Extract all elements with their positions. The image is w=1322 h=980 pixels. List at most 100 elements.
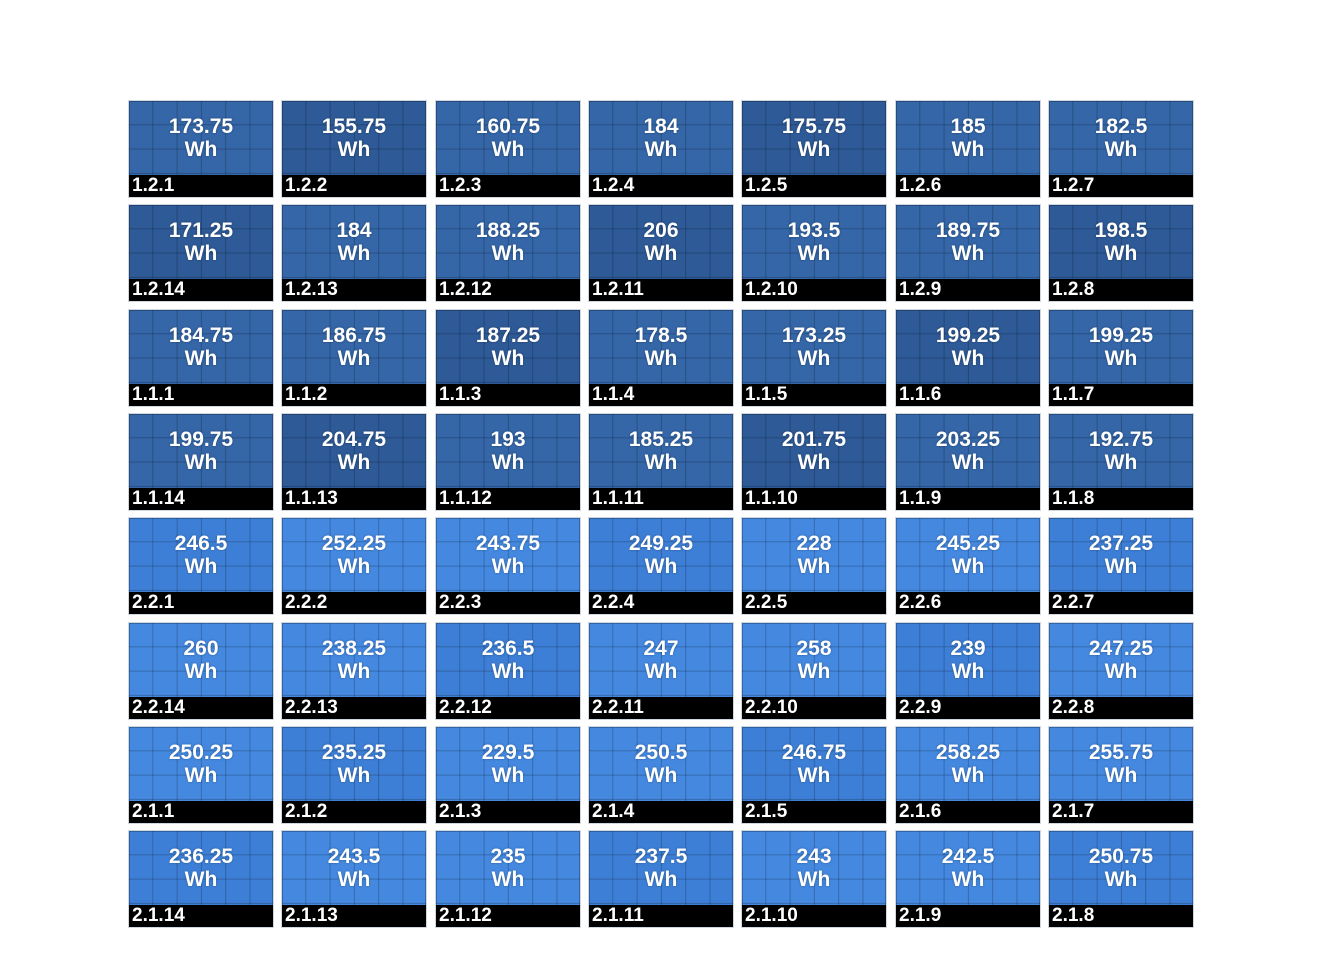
solar-panel-1-2-12[interactable]: 188.25 Wh 1.2.12 (435, 204, 581, 302)
energy-number: 255.75 (1088, 741, 1154, 764)
solar-panel-2-2-2[interactable]: 252.25 Wh 2.2.2 (281, 517, 427, 615)
energy-number: 155.75 (321, 115, 387, 138)
energy-unit: Wh (644, 660, 678, 683)
solar-panel-1-2-5[interactable]: 175.75 Wh 1.2.5 (741, 100, 887, 198)
solar-panel-2-1-1[interactable]: 250.25 Wh 2.1.1 (128, 726, 274, 824)
panel-id-label: 2.1.7 (1049, 801, 1193, 823)
energy-unit: Wh (1104, 138, 1138, 161)
solar-panel-2-2-12[interactable]: 236.5 Wh 2.2.12 (435, 622, 581, 720)
solar-panel-1-2-13[interactable]: 184 Wh 1.2.13 (281, 204, 427, 302)
solar-panel-1-1-7[interactable]: 199.25 Wh 1.1.7 (1048, 309, 1194, 407)
solar-panel-1-2-6[interactable]: 185 Wh 1.2.6 (895, 100, 1041, 198)
solar-panel-1-1-10[interactable]: 201.75 Wh 1.1.10 (741, 413, 887, 511)
energy-value: 203.25 Wh (896, 428, 1040, 474)
solar-panel-2-2-6[interactable]: 245.25 Wh 2.2.6 (895, 517, 1041, 615)
panel-cells: 252.25 Wh (282, 518, 426, 594)
solar-panel-2-2-1[interactable]: 246.5 Wh 2.2.1 (128, 517, 274, 615)
energy-unit: Wh (184, 868, 218, 891)
solar-panel-2-2-4[interactable]: 249.25 Wh 2.2.4 (588, 517, 734, 615)
panel-id-label: 1.2.9 (896, 279, 1040, 301)
solar-panel-2-1-9[interactable]: 242.5 Wh 2.1.9 (895, 830, 1041, 928)
solar-panel-1-2-3[interactable]: 160.75 Wh 1.2.3 (435, 100, 581, 198)
solar-panel-2-2-3[interactable]: 243.75 Wh 2.2.3 (435, 517, 581, 615)
solar-panel-2-2-9[interactable]: 239 Wh 2.2.9 (895, 622, 1041, 720)
solar-panel-2-2-13[interactable]: 238.25 Wh 2.2.13 (281, 622, 427, 720)
solar-panel-2-1-3[interactable]: 229.5 Wh 2.1.3 (435, 726, 581, 824)
solar-panel-2-2-14[interactable]: 260 Wh 2.2.14 (128, 622, 274, 720)
solar-panel-2-1-7[interactable]: 255.75 Wh 2.1.7 (1048, 726, 1194, 824)
panel-id-label: 1.2.2 (282, 175, 426, 197)
energy-number: 171.25 (168, 219, 234, 242)
solar-panel-2-1-5[interactable]: 246.75 Wh 2.1.5 (741, 726, 887, 824)
panel-id-label: 2.2.1 (129, 592, 273, 614)
solar-panel-1-2-10[interactable]: 193.5 Wh 1.2.10 (741, 204, 887, 302)
energy-value: 171.25 Wh (129, 219, 273, 265)
solar-panel-1-1-12[interactable]: 193 Wh 1.1.12 (435, 413, 581, 511)
solar-panel-2-2-8[interactable]: 247.25 Wh 2.2.8 (1048, 622, 1194, 720)
energy-number: 242.5 (941, 845, 995, 868)
solar-panel-1-1-2[interactable]: 186.75 Wh 1.1.2 (281, 309, 427, 407)
solar-panel-2-1-11[interactable]: 237.5 Wh 2.1.11 (588, 830, 734, 928)
solar-panel-1-1-11[interactable]: 185.25 Wh 1.1.11 (588, 413, 734, 511)
solar-panel-1-1-4[interactable]: 178.5 Wh 1.1.4 (588, 309, 734, 407)
solar-panel-1-1-13[interactable]: 204.75 Wh 1.1.13 (281, 413, 427, 511)
solar-panel-1-2-9[interactable]: 189.75 Wh 1.2.9 (895, 204, 1041, 302)
solar-panel-2-1-13[interactable]: 243.5 Wh 2.1.13 (281, 830, 427, 928)
energy-number: 182.5 (1094, 115, 1148, 138)
energy-value: 193 Wh (436, 428, 580, 474)
solar-panel-2-2-11[interactable]: 247 Wh 2.2.11 (588, 622, 734, 720)
solar-panel-1-1-1[interactable]: 184.75 Wh 1.1.1 (128, 309, 274, 407)
energy-number: 235 (490, 845, 526, 868)
panel-id-label: 2.1.4 (589, 801, 733, 823)
energy-unit: Wh (491, 660, 525, 683)
panel-id-label: 1.1.5 (742, 384, 886, 406)
solar-panel-2-2-10[interactable]: 258 Wh 2.2.10 (741, 622, 887, 720)
energy-value: 198.5 Wh (1049, 219, 1193, 265)
solar-panel-1-2-1[interactable]: 173.75 Wh 1.2.1 (128, 100, 274, 198)
energy-value: 237.25 Wh (1049, 532, 1193, 578)
solar-panel-1-2-14[interactable]: 171.25 Wh 1.2.14 (128, 204, 274, 302)
energy-value: 199.75 Wh (129, 428, 273, 474)
solar-panel-2-1-8[interactable]: 250.75 Wh 2.1.8 (1048, 830, 1194, 928)
energy-unit: Wh (797, 451, 831, 474)
solar-panel-2-1-6[interactable]: 258.25 Wh 2.1.6 (895, 726, 1041, 824)
solar-panel-2-1-12[interactable]: 235 Wh 2.1.12 (435, 830, 581, 928)
panel-id-label: 1.2.13 (282, 279, 426, 301)
solar-panel-1-2-11[interactable]: 206 Wh 1.2.11 (588, 204, 734, 302)
energy-number: 189.75 (935, 219, 1001, 242)
panel-id-label: 1.1.1 (129, 384, 273, 406)
energy-value: 243.75 Wh (436, 532, 580, 578)
solar-panel-1-1-14[interactable]: 199.75 Wh 1.1.14 (128, 413, 274, 511)
solar-panel-1-1-5[interactable]: 173.25 Wh 1.1.5 (741, 309, 887, 407)
energy-value: 236.25 Wh (129, 845, 273, 891)
solar-panel-1-1-6[interactable]: 199.25 Wh 1.1.6 (895, 309, 1041, 407)
panel-cells: 237.25 Wh (1049, 518, 1193, 594)
panel-cells: 171.25 Wh (129, 205, 273, 281)
energy-value: 249.25 Wh (589, 532, 733, 578)
energy-unit: Wh (797, 555, 831, 578)
energy-number: 250.75 (1088, 845, 1154, 868)
solar-panel-2-1-14[interactable]: 236.25 Wh 2.1.14 (128, 830, 274, 928)
energy-value: 199.25 Wh (1049, 324, 1193, 370)
energy-value: 199.25 Wh (896, 324, 1040, 370)
solar-panel-2-2-7[interactable]: 237.25 Wh 2.2.7 (1048, 517, 1194, 615)
solar-panel-2-1-4[interactable]: 250.5 Wh 2.1.4 (588, 726, 734, 824)
solar-panel-1-2-8[interactable]: 198.5 Wh 1.2.8 (1048, 204, 1194, 302)
panel-id-label: 1.2.12 (436, 279, 580, 301)
panel-cells: 198.5 Wh (1049, 205, 1193, 281)
solar-panel-1-1-9[interactable]: 203.25 Wh 1.1.9 (895, 413, 1041, 511)
solar-panel-1-2-7[interactable]: 182.5 Wh 1.2.7 (1048, 100, 1194, 198)
solar-panel-2-1-2[interactable]: 235.25 Wh 2.1.2 (281, 726, 427, 824)
panel-id-label: 2.1.12 (436, 905, 580, 927)
energy-number: 250.5 (634, 741, 688, 764)
solar-panel-2-2-5[interactable]: 228 Wh 2.2.5 (741, 517, 887, 615)
energy-unit: Wh (491, 451, 525, 474)
panel-cells: 250.75 Wh (1049, 831, 1193, 907)
solar-panel-1-1-8[interactable]: 192.75 Wh 1.1.8 (1048, 413, 1194, 511)
solar-panel-1-2-4[interactable]: 184 Wh 1.2.4 (588, 100, 734, 198)
solar-panel-1-2-2[interactable]: 155.75 Wh 1.2.2 (281, 100, 427, 198)
panel-id-label: 2.1.9 (896, 905, 1040, 927)
energy-number: 187.25 (475, 324, 541, 347)
solar-panel-1-1-3[interactable]: 187.25 Wh 1.1.3 (435, 309, 581, 407)
solar-panel-2-1-10[interactable]: 243 Wh 2.1.10 (741, 830, 887, 928)
